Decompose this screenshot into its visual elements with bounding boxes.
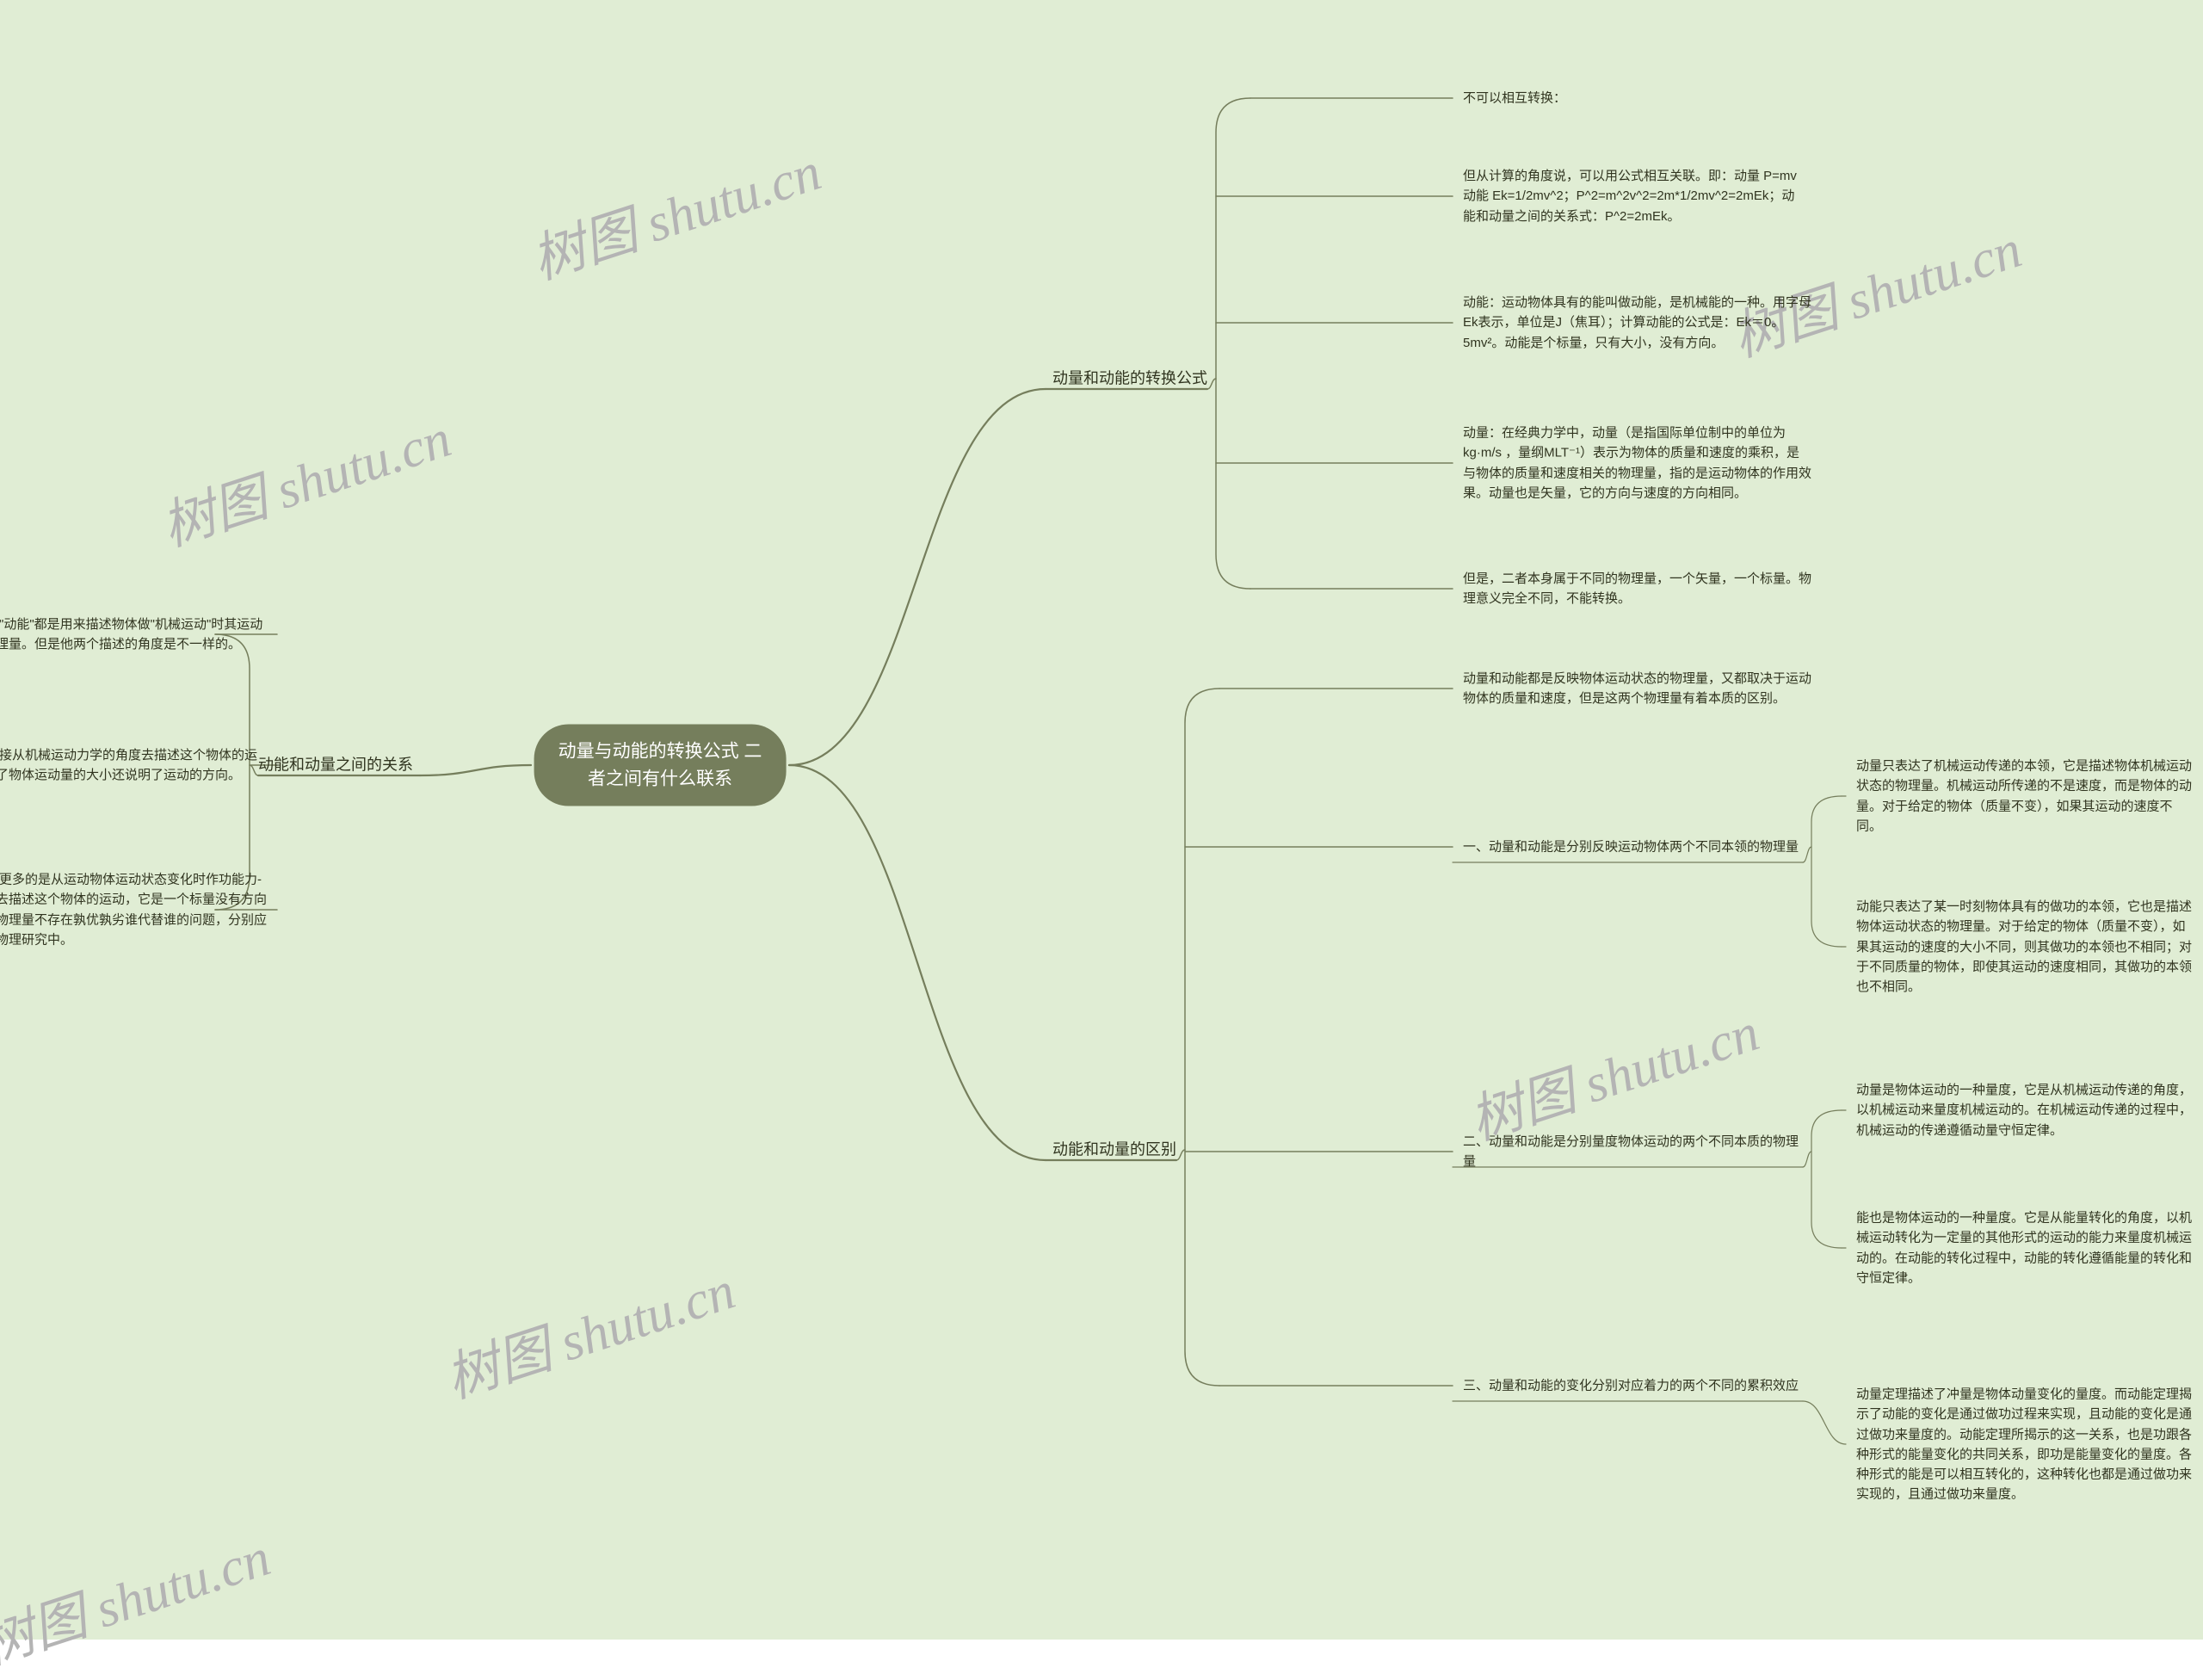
leaf-node[interactable]: 动量是物体运动的一种量度，它是从机械运动传递的角度，以机械运动来量度机械运动的。…	[1856, 1080, 2198, 1140]
watermark: 树图 shutu.cn	[151, 394, 460, 560]
leaf-node[interactable]: 3、"动能"则更多的是从运动物体运动状态变化时作功能力-能量的角度去描述这个物体…	[0, 870, 267, 950]
leaf-node[interactable]: 2、"动量"直接从机械运动力学的角度去描述这个物体的运动，即描述了物体运动量的大…	[0, 745, 267, 786]
leaf-node[interactable]: 1、"动量"与"动能"都是用来描述物体做"机械运动"时其运动量大小的物理量。但是…	[0, 615, 267, 655]
watermark: 树图 shutu.cn	[0, 1513, 278, 1679]
leaf-node[interactable]: 动能：运动物体具有的能叫做动能，是机械能的一种。用字母Ek表示，单位是J（焦耳）…	[1463, 293, 1811, 353]
sub-branch-node[interactable]: 二、动量和动能是分别量度物体运动的两个不同本质的物理量	[1463, 1132, 1803, 1172]
sub-branch-node[interactable]: 三、动量和动能的变化分别对应着力的两个不同的累积效应	[1463, 1375, 1803, 1395]
mindmap-canvas: 树图 shutu.cn 树图 shutu.cn 树图 shutu.cn 树图 shut…	[0, 0, 2203, 1640]
leaf-node[interactable]: 但是，二者本身属于不同的物理量，一个矢量，一个标量。物理意义完全不同，不能转换。	[1463, 569, 1811, 609]
root-line2: 者之间有什么联系	[558, 765, 762, 793]
watermark: 树图 shutu.cn	[1459, 988, 1768, 1154]
leaf-node[interactable]: 能也是物体运动的一种量度。它是从能量转化的角度，以机械运动转化为一定量的其他形式…	[1856, 1208, 2198, 1288]
sub-branch-node[interactable]: 一、动量和动能是分别反映运动物体两个不同本领的物理量	[1463, 837, 1803, 856]
leaf-node[interactable]: 但从计算的角度说，可以用公式相互关联。即：动量 P=mv 动能 Ek=1/2mv…	[1463, 166, 1807, 226]
watermark: 树图 shutu.cn	[435, 1246, 744, 1412]
leaf-node[interactable]: 动量定理描述了冲量是物体动量变化的量度。而动能定理揭示了动能的变化是通过做功过程…	[1856, 1384, 2198, 1504]
leaf-node[interactable]: 动量只表达了机械运动传递的本领，它是描述物体机械运动状态的物理量。机械运动所传递…	[1856, 757, 2198, 837]
leaf-node[interactable]: 动量和动能都是反映物体运动状态的物理量，又都取决于运动物体的质量和速度，但是这两…	[1463, 669, 1811, 709]
leaf-node[interactable]: 不可以相互转换：	[1463, 88, 1807, 108]
root-node[interactable]: 动量与动能的转换公式 二者之间有什么联系	[534, 725, 787, 806]
branch-node[interactable]: 动量和动能的转换公式	[1052, 368, 1207, 391]
leaf-node[interactable]: 动能只表达了某一时刻物体具有的做功的本领，它也是描述物体运动状态的物理量。对于给…	[1856, 897, 2198, 997]
branch-node[interactable]: 动能和动量之间的关系	[258, 754, 413, 777]
root-line1: 动量与动能的转换公式 二	[558, 738, 762, 766]
watermark: 树图 shutu.cn	[521, 127, 830, 293]
branch-node[interactable]: 动能和动量的区别	[1052, 1139, 1176, 1162]
leaf-node[interactable]: 动量：在经典力学中，动量（是指国际单位制中的单位为kg·m/s ，量纲MLT⁻¹…	[1463, 423, 1811, 503]
